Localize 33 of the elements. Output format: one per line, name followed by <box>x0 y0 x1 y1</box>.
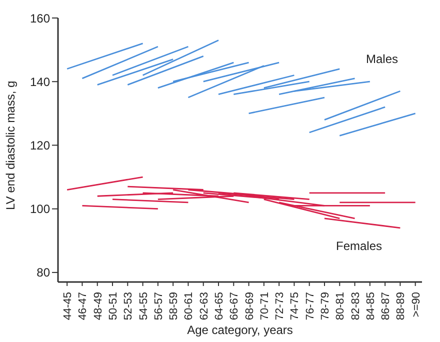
x-tick-label: 82-83 <box>350 292 362 320</box>
x-tick-label: 68-69 <box>244 292 256 320</box>
x-tick-label: 72-73 <box>274 292 286 320</box>
x-tick-label: 74-75 <box>289 292 302 320</box>
x-tick-label: 84-85 <box>364 292 377 320</box>
y-tick-label: 80 <box>36 266 50 280</box>
x-tick-label: 48-49 <box>92 292 104 320</box>
x-tick-label: >=90 <box>410 292 422 318</box>
x-tick-label: 70-71 <box>258 292 271 320</box>
x-tick-label: 64-65 <box>214 292 226 320</box>
x-tick-label: 80-81 <box>334 292 347 320</box>
x-tick-label: 76-77 <box>304 292 316 320</box>
y-tick-label: 120 <box>30 138 50 152</box>
x-tick-label: 56-57 <box>152 292 165 320</box>
x-axis-title: Age category, years <box>187 323 293 337</box>
y-axis-title: LV end diastolic mass, g <box>3 80 18 210</box>
y-tick-label: 160 <box>30 11 50 26</box>
annotation: Females <box>336 239 382 253</box>
x-tick-label: 66-67 <box>228 292 241 320</box>
x-tick-label: 52-53 <box>122 292 135 320</box>
y-tick-label: 140 <box>30 74 50 89</box>
x-tick-label: 50-51 <box>108 292 120 320</box>
x-tick-label: 46-47 <box>77 292 90 320</box>
x-tick-label: 44-45 <box>62 292 74 320</box>
x-tick-label: 78-79 <box>319 292 332 320</box>
x-tick-label: 58-59 <box>168 292 180 320</box>
x-tick-label: 86-87 <box>380 292 392 320</box>
x-tick-label: 88-89 <box>395 292 408 320</box>
x-tick-label: 54-55 <box>138 292 150 320</box>
annotation: Males <box>366 52 398 66</box>
y-tick-label: 100 <box>30 202 50 216</box>
x-tick-label: 60-61 <box>183 292 196 320</box>
x-tick-label: 62-63 <box>198 292 210 320</box>
